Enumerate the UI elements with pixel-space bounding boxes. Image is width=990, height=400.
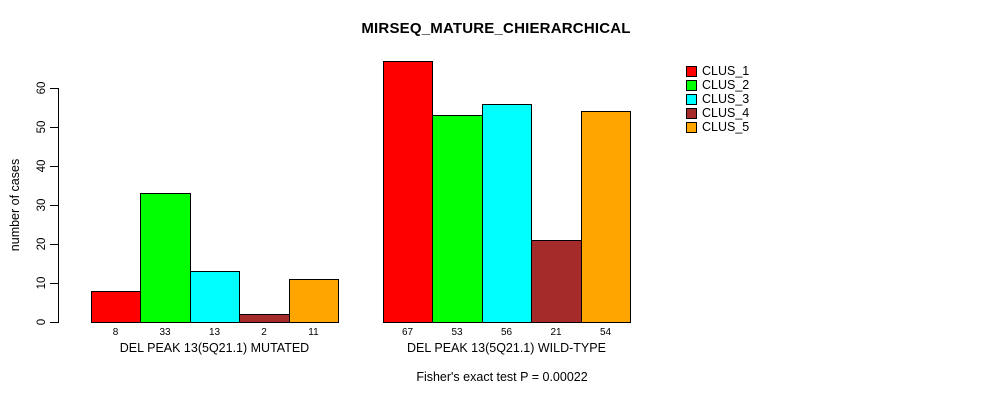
y-axis-tick: [50, 166, 58, 167]
y-axis-tick: [50, 322, 58, 323]
y-axis-tick: [50, 205, 58, 206]
y-axis-tick: [50, 88, 58, 89]
bar-clus_4-group2: [531, 240, 582, 323]
y-axis-tick-label: 60: [36, 81, 48, 95]
bar-value-label: 11: [308, 327, 319, 338]
chart-title: MIRSEQ_MATURE_CHIERARCHICAL: [361, 20, 631, 37]
bar-value-label: 33: [159, 327, 171, 338]
bar-value-label: 53: [451, 327, 463, 338]
y-axis-tick-label: 10: [36, 276, 48, 290]
y-axis-tick-label: 0: [36, 318, 48, 326]
bar-value-label: 8: [112, 327, 119, 338]
bar-value-label: 2: [261, 327, 267, 338]
y-axis-tick-label: 30: [36, 198, 48, 212]
annotation-text: Fisher's exact test P = 0.00022: [416, 370, 588, 384]
legend-item: CLUS_1: [686, 64, 749, 78]
y-axis-tick-label: 40: [36, 159, 48, 173]
bar-clus_5-group2: [581, 111, 631, 323]
legend-swatch-icon: [686, 121, 697, 133]
bar-clus_4-group1: [239, 314, 290, 323]
legend-swatch-icon: [686, 93, 697, 105]
bar-value-label: 56: [500, 327, 513, 338]
y-axis-tick-label: 20: [36, 237, 48, 251]
legend-label: CLUS_5: [702, 120, 750, 134]
legend-label: CLUS_1: [702, 64, 750, 78]
bar-clus_5-group1: [289, 279, 339, 323]
x-group-label: DEL PEAK 13(5Q21.1) MUTATED: [119, 341, 310, 355]
legend-item: CLUS_4: [686, 106, 749, 120]
bar-clus_3-group1: [190, 271, 240, 323]
y-axis-label: number of cases: [8, 158, 22, 252]
bar-clus_1-group1: [91, 291, 141, 323]
bar-clus_2-group2: [432, 115, 483, 323]
bar-value-label: 54: [599, 327, 612, 338]
bar-clus_2-group1: [140, 193, 191, 323]
y-axis-tick: [50, 244, 58, 245]
legend-swatch-icon: [686, 65, 697, 77]
legend-label: CLUS_2: [702, 78, 750, 92]
bar-clus_3-group2: [482, 104, 532, 323]
y-axis-tick-label: 50: [36, 120, 48, 134]
legend-item: CLUS_3: [686, 92, 749, 106]
legend-item: CLUS_2: [686, 78, 749, 92]
y-axis-tick: [50, 127, 58, 128]
bar-value-label: 13: [208, 327, 221, 338]
legend-swatch-icon: [686, 107, 697, 119]
bar-value-label: 67: [401, 327, 414, 338]
y-axis-tick: [50, 283, 58, 284]
legend: CLUS_1 CLUS_2 CLUS_3 CLUS_4 CLUS_5: [686, 64, 749, 134]
bar-clus_1-group2: [383, 61, 433, 323]
legend-swatch-icon: [686, 79, 697, 91]
x-group-label: DEL PEAK 13(5Q21.1) WILD-TYPE: [407, 341, 606, 355]
bar-value-label: 21: [550, 327, 562, 338]
legend-item: CLUS_5: [686, 120, 749, 134]
legend-label: CLUS_3: [702, 92, 750, 106]
y-axis-line: [58, 88, 59, 323]
legend-label: CLUS_4: [702, 106, 750, 120]
